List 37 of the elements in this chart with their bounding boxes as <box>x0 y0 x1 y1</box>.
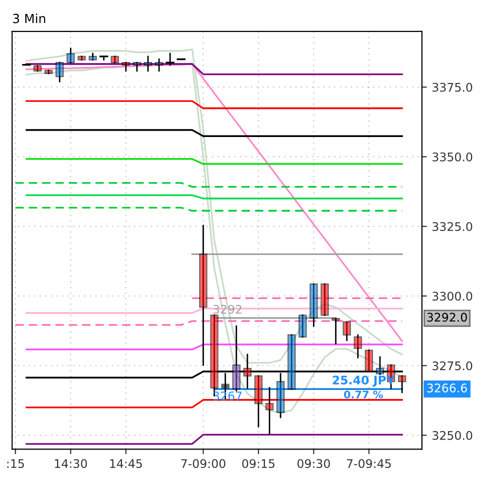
candlestick <box>33 65 42 72</box>
candlestick <box>78 56 86 60</box>
annotation: 3292 <box>213 304 242 314</box>
y-tick-label: 3350.0 <box>432 152 472 162</box>
x-tick-label: 7-09:00 <box>181 459 226 468</box>
candlestick <box>332 318 340 344</box>
x-tick-label: :15 <box>7 459 24 468</box>
text: 3266.6 <box>427 384 467 392</box>
y-tick-label: 3250.0 <box>432 430 472 440</box>
candlestick <box>166 52 174 66</box>
candlestick <box>44 70 53 74</box>
x-tick-label: 14:30 <box>54 459 87 468</box>
candlestick <box>398 375 406 394</box>
x-tick-label: 7-09:45 <box>347 459 391 468</box>
x-tick-label: 09:30 <box>297 459 330 468</box>
annotation: 0.77 % <box>344 390 383 398</box>
candlestick <box>320 283 329 316</box>
x-tick-label: 09:15 <box>242 459 274 468</box>
y-tick-label: 3275.0 <box>432 361 472 370</box>
candlestick <box>66 48 75 64</box>
y-tick-label: 3300.0 <box>432 292 472 301</box>
candlestick <box>122 62 130 72</box>
candlestick <box>99 56 108 60</box>
candlestick <box>354 334 362 358</box>
candlestick <box>342 321 351 341</box>
y-tick-label: 3375.0 <box>432 82 472 92</box>
candlestick <box>298 314 307 338</box>
x-tick-label: 14:45 <box>110 459 142 468</box>
candlestick <box>110 56 119 64</box>
chart-title: 3 Min <box>13 14 46 24</box>
text: 3292.0 <box>427 312 467 322</box>
y-tick-label: 3325.0 <box>432 222 472 232</box>
candlestick <box>144 56 152 72</box>
candlestick <box>154 58 164 72</box>
candlestick <box>88 52 97 60</box>
candlestick <box>310 283 318 327</box>
candlestick <box>56 62 64 82</box>
